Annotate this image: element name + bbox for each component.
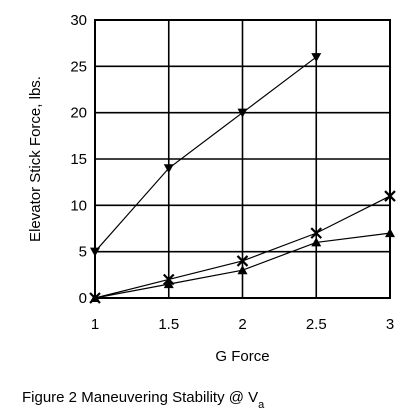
data-point-stroke [310, 227, 323, 239]
data-point [90, 293, 100, 302]
data-point [163, 164, 174, 174]
y-tick-label: 30 [70, 12, 87, 29]
caption-subscript: a [258, 399, 265, 411]
data-point [237, 265, 248, 275]
y-tick-labels: 0 5 10 15 20 25 30 [70, 12, 87, 307]
data-point-stroke [236, 255, 249, 267]
series-3 [90, 228, 395, 302]
x-tick-label: 1 [91, 316, 99, 333]
x-tick-label: 2.5 [306, 316, 327, 333]
chart-grid [94, 19, 391, 299]
data-point [311, 53, 322, 63]
data-point [310, 227, 323, 239]
series-line [94, 56, 317, 253]
plot-frame [94, 19, 391, 299]
data-point [163, 279, 174, 289]
y-axis-title: Elevator Stick Force, lbs. [27, 76, 44, 242]
y-tick-label: 25 [70, 58, 87, 75]
figure-caption: Figure 2 Maneuvering Stability @ Va [22, 389, 265, 411]
series-1 [90, 53, 322, 257]
y-tick-label: 0 [79, 290, 87, 307]
data-point-stroke [384, 190, 396, 202]
y-tick-label: 15 [70, 151, 87, 168]
data-point [90, 247, 100, 257]
y-tick-label: 10 [70, 197, 87, 214]
data-point [311, 237, 322, 247]
data-point [385, 228, 395, 238]
x-tick-label: 1.5 [158, 316, 179, 333]
series-layer [89, 53, 396, 304]
data-point [236, 255, 249, 267]
y-tick-label: 20 [70, 105, 87, 122]
x-tick-labels: 1 1.5 2 2.5 3 [91, 316, 394, 333]
caption-text: Figure 2 Maneuvering Stability @ V [22, 389, 258, 406]
data-point [237, 108, 248, 118]
y-tick-label: 5 [79, 244, 87, 261]
x-tick-label: 3 [386, 316, 394, 333]
x-tick-label: 2 [238, 316, 246, 333]
x-axis-title: G Force [215, 348, 269, 365]
data-point [384, 190, 396, 202]
